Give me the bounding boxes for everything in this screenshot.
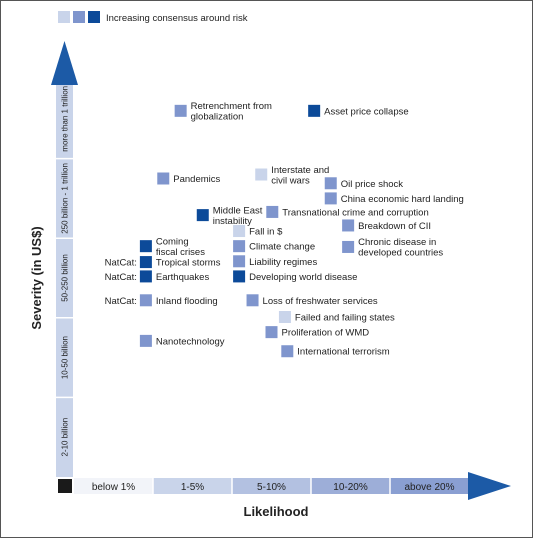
point-oil-price-shock xyxy=(324,177,337,190)
point-prefix-earthquakes: NatCat: xyxy=(105,272,137,283)
point-inland-flooding xyxy=(139,294,152,307)
point-label-proliferation-of-wmd: Proliferation of WMD xyxy=(282,328,370,339)
point-prefix-inland-flooding: NatCat: xyxy=(105,296,137,307)
x-band-1 xyxy=(74,478,153,494)
point-tropical-storms xyxy=(139,256,152,269)
legend-label: Increasing consensus around risk xyxy=(106,13,248,24)
point-coming-fiscal-crises xyxy=(139,240,152,253)
x-band-2 xyxy=(153,478,232,494)
point-label-liability-regimes: Liability regimes xyxy=(249,257,317,268)
point-label-china-economic-hard-landing: China economic hard landing xyxy=(341,194,464,205)
y-tick-label: 50-250 billion xyxy=(61,254,70,302)
point-liability-regimes xyxy=(233,255,246,268)
point-failed-and-failing-states xyxy=(278,311,291,324)
x-tick-label: 1-5% xyxy=(181,482,204,493)
point-label-pandemics: Pandemics xyxy=(173,174,220,185)
point-label-nanotechnology: Nanotechnology xyxy=(156,336,225,347)
x-tick-label: 10-20% xyxy=(333,482,368,493)
point-interstate-and-civil-wars xyxy=(255,168,268,181)
legend-swatch-2 xyxy=(73,11,85,23)
x-band-4 xyxy=(311,478,390,494)
point-transnational-crime-and-corruption xyxy=(266,205,279,218)
y-tick-label: 10-50 billion xyxy=(61,336,70,379)
point-china-economic-hard-landing xyxy=(324,192,337,205)
point-label-middle-east-instability: Middle East instability xyxy=(213,205,263,227)
point-label-breakdown-of-cii: Breakdown of CII xyxy=(358,221,431,232)
y-axis-band xyxy=(56,83,73,477)
point-label-retrenchment-from-globalization: Retrenchment from globalization xyxy=(191,101,272,123)
point-label-earthquakes: Earthquakes xyxy=(156,272,210,283)
y-axis-label: Severity (in US$) xyxy=(29,226,44,329)
point-nanotechnology xyxy=(139,334,152,347)
y-tick-label: more than 1 trillion xyxy=(61,86,70,152)
point-label-coming-fiscal-crises: Coming fiscal crises xyxy=(156,236,205,258)
x-band-5 xyxy=(390,478,469,494)
y-tick-label: 2-10 billion xyxy=(61,418,70,457)
point-label-developing-world-disease: Developing world disease xyxy=(249,272,357,283)
y-axis-arrowhead xyxy=(51,41,78,85)
point-loss-of-freshwater-services xyxy=(246,294,259,307)
point-label-transnational-crime-and-corruption: Transnational crime and corruption xyxy=(282,207,428,218)
point-label-climate-change: Climate change xyxy=(249,242,315,253)
point-label-oil-price-shock: Oil price shock xyxy=(341,179,404,190)
point-label-failed-and-failing-states: Failed and failing states xyxy=(295,313,395,324)
x-tick-label: above 20% xyxy=(404,482,454,493)
point-chronic-disease-in-developed-countries xyxy=(342,240,355,253)
point-retrenchment-from-globalization xyxy=(174,104,187,117)
point-earthquakes xyxy=(139,270,152,283)
point-label-fall-in: Fall in $ xyxy=(249,227,283,238)
x-band-3 xyxy=(232,478,311,494)
point-label-loss-of-freshwater-services: Loss of freshwater services xyxy=(263,296,378,307)
point-middle-east-instability xyxy=(196,209,209,222)
point-prefix-tropical-storms: NatCat: xyxy=(105,258,137,269)
point-proliferation-of-wmd xyxy=(265,326,278,339)
x-axis-arrowhead xyxy=(468,472,511,500)
axis-origin-square xyxy=(58,479,72,493)
legend-swatch-1 xyxy=(58,11,70,23)
point-label-asset-price-collapse: Asset price collapse xyxy=(324,106,408,117)
point-fall-in xyxy=(233,225,246,238)
x-tick-label: 5-10% xyxy=(257,482,286,493)
point-label-inland-flooding: Inland flooding xyxy=(156,296,218,307)
x-axis-label: Likelihood xyxy=(244,504,309,519)
point-developing-world-disease xyxy=(233,270,246,283)
point-pandemics xyxy=(157,172,170,185)
y-tick-label: 250 billion - 1 trillion xyxy=(61,163,70,234)
point-climate-change xyxy=(233,240,246,253)
x-tick-label: below 1% xyxy=(92,482,135,493)
point-asset-price-collapse xyxy=(308,104,321,117)
point-international-terrorism xyxy=(281,345,294,358)
point-breakdown-of-cii xyxy=(342,219,355,232)
legend-swatch-3 xyxy=(88,11,100,23)
point-label-chronic-disease-in-developed-countries: Chronic disease in developed countries xyxy=(358,237,443,259)
point-label-tropical-storms: Tropical storms xyxy=(156,258,221,269)
point-label-interstate-and-civil-wars: Interstate and civil wars xyxy=(271,165,329,187)
point-label-international-terrorism: International terrorism xyxy=(297,347,389,358)
